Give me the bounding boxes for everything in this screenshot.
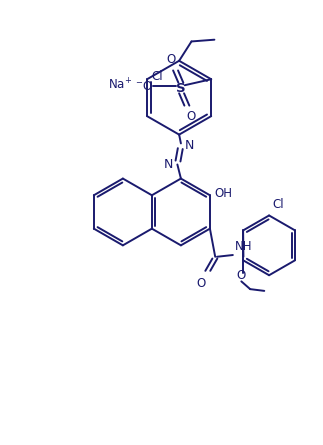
Text: OH: OH [214,187,232,200]
Text: $^{-}$O: $^{-}$O [135,80,153,93]
Text: Na$^{+}$: Na$^{+}$ [108,77,132,92]
Text: NH: NH [234,240,252,253]
Text: Cl: Cl [151,70,163,83]
Text: O: O [186,110,196,123]
Text: S: S [176,81,186,94]
Text: N: N [164,158,173,171]
Text: Cl: Cl [273,198,284,211]
Text: N: N [185,139,194,152]
Text: O: O [237,269,246,282]
Text: O: O [167,53,176,66]
Text: O: O [196,277,206,290]
